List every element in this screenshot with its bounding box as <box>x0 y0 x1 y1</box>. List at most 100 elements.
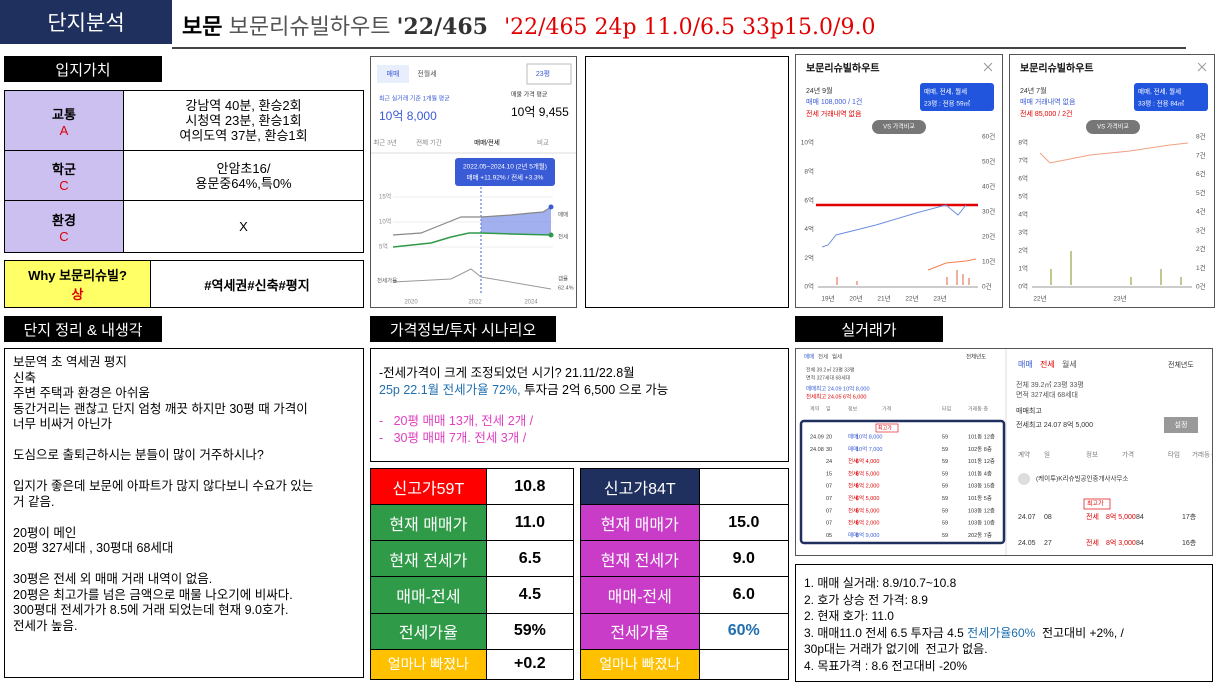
agent: (케이투)K리슈빌공인중개사사무소 <box>1036 474 1128 483</box>
location-table: 교통 A 강남역 40분, 환승2회 시청역 23분, 환승1회 여의도역 37분, 환… <box>4 90 364 253</box>
trade-cell: 24.09 <box>810 434 824 440</box>
x-tick-label: 19년 <box>821 294 834 303</box>
why-label: Why 보문리슈빌? <box>28 268 127 283</box>
period-tab: 매매/전세 <box>474 138 500 147</box>
trade-chart-screenshot: 보문리슈빌하우트 24년 7월 매매 거래내역 없음 전세 85,000 / 2건 매매… <box>1009 54 1215 308</box>
trade-cell: 07 <box>826 484 832 490</box>
text-part: 25p 22.1월 전세가율 72%, <box>379 383 521 397</box>
ratio-line <box>392 268 552 290</box>
y-tick-label: 6억 <box>804 196 814 204</box>
tooltip-line: 2022.05~2024.10 (2년 5개월) <box>463 162 547 171</box>
filter-text: 매매, 전세, 월세 <box>924 87 967 96</box>
text-part: -전세가격이 크게 조정되었던 시기? 21.11/22.8월 <box>379 366 635 380</box>
blank-panel <box>585 56 789 308</box>
trade-cell: 103동 15층 <box>968 482 995 490</box>
trade-cell: 08 <box>1044 514 1052 521</box>
text-line: - 30평 매매 7개. 전세 3개 / <box>379 430 780 447</box>
date: 24년 9월 <box>806 86 833 95</box>
price-value: 15.0 <box>698 504 790 542</box>
location-label: 교통 <box>52 106 76 122</box>
price-value: 59% <box>485 612 575 650</box>
y-tick-label: 5억 <box>1018 193 1028 201</box>
y2-tick-label: 7건 <box>1196 150 1206 159</box>
y-tick-label: 2억 <box>804 254 814 262</box>
trade-cell: 8억 5,000 <box>1106 513 1136 521</box>
summary-paragraph: 입지가 좋은데 보문에 아파트가 많지 않다보니 수요가 있는 거 같음. <box>13 479 355 510</box>
location-label: 환경 <box>52 212 76 228</box>
y2-tick-label: 1건 <box>1196 263 1206 272</box>
price-table: 신고가84T 현재 매매가 15.0 현재 전세가 9.0 매매-전세 6.0 전세가율 60%… <box>580 467 790 681</box>
column-header: 정보 <box>1086 450 1098 459</box>
location-line: 안암초16/ <box>216 160 271 176</box>
chart-title: 보문리슈빌하우트 <box>1020 62 1094 75</box>
title-rule <box>172 47 1186 49</box>
trade-cell: 전세 <box>848 457 858 465</box>
location-line: 여의도역 37분, 환승1회 <box>179 128 308 143</box>
location-row: 학군 C 안암초16/용문중64%,특0% <box>4 150 364 201</box>
trade-cell: 전세 <box>848 506 858 514</box>
filter-bg <box>1134 83 1208 111</box>
trade-cell: 59 <box>942 459 948 465</box>
column-header: 정보 <box>848 405 858 412</box>
summary-line: 20평은 최고가를 넘은 금액으로 매물 나오기에 비싸다. <box>13 587 293 602</box>
summary-line: 보문역 초 역세권 평지 <box>13 355 127 369</box>
trade-cell: 07 <box>826 521 832 527</box>
trade-cell: 매매 <box>848 432 858 440</box>
text-part: 30p대는 거래가 없기에 전고가 없음. <box>804 642 988 656</box>
location-detail-cell: 안암초16/용문중64%,특0% <box>123 150 364 201</box>
tab: 월세 <box>1062 359 1077 369</box>
text-line: 1. 매매 실거래: 8.9/10.7~10.8 <box>804 575 1204 592</box>
info: 면적 327세대 68세대 <box>806 374 851 381</box>
tooltip-line: 매매 +11.92% / 전세 +3.3% <box>467 173 544 182</box>
trade-cell: 103동 12층 <box>968 506 995 514</box>
why-row: Why 보문리슈빌? 상 #역세권#신축#평지 <box>4 260 364 308</box>
point <box>548 204 554 210</box>
y-tick-label: 5억 <box>379 243 388 251</box>
title-complex: 보문리슈빌하우트 <box>228 14 391 39</box>
trade-cell: 6억 4,000 <box>856 457 879 465</box>
text-line: 3. 매매11.0 전세 6.5 투자금 4.5 전세가율60% 전고대비 +2… <box>804 625 1204 642</box>
trade-cell: 6억 2,000 <box>856 519 879 527</box>
section-label: 실거래가 <box>795 316 943 342</box>
trade-cell: 59 <box>942 447 948 453</box>
trade-cell: 24 <box>826 459 832 465</box>
x-tick-label: 21년 <box>877 294 890 303</box>
trade-list-screenshot: 매매 전세 월세 전체년도 전체 39.2㎡ 23평 33평 면적 327세대 68세대 매… <box>795 348 1213 556</box>
y-tick-label: 15억 <box>379 193 391 201</box>
trade-cell: 59 <box>942 434 948 440</box>
date: 24년 7월 <box>1020 86 1047 95</box>
summary-line: 전세 85,000 / 2건 <box>1020 109 1072 118</box>
period-tab: 최근 3년 <box>373 138 396 147</box>
trade-cell: 6억 5,000 <box>856 506 879 514</box>
y2-tick-label: 20건 <box>982 232 995 241</box>
location-line: 강남역 40분, 환승2회 <box>185 98 302 113</box>
price-header: 신고가84T <box>580 467 700 506</box>
sale-line <box>821 204 967 248</box>
text-part: 투자금 2억 6,500 으로 가능 <box>520 383 669 397</box>
y2-tick-label: 0건 <box>982 282 992 291</box>
highlight-frame <box>799 419 1006 545</box>
column-header: 타입 <box>942 405 951 412</box>
price-header: 신고가59T <box>370 467 487 506</box>
x-tick-label: 22년 <box>905 294 918 303</box>
price-value: 4.5 <box>485 576 575 614</box>
y2-tick-label: 5건 <box>1196 188 1206 197</box>
point <box>548 232 554 238</box>
location-label-cell: 교통 A <box>4 90 124 151</box>
price-row: 현재 매매가 15.0 <box>580 504 790 542</box>
y-tick-label: 10억 <box>801 139 814 147</box>
trade-cell: 전세 <box>848 482 858 490</box>
location-grade: C <box>59 228 69 244</box>
summary-line: 20평이 메인 <box>13 525 77 540</box>
summary-line: 매매 거래내역 없음 <box>1020 97 1076 106</box>
button: 설정 <box>1175 420 1188 429</box>
y-tick-label: 8억 <box>804 168 814 176</box>
location-row: 교통 A 강남역 40분, 환승2회 시청역 23분, 환승1회 여의도역 37분, 환… <box>4 90 364 151</box>
x-tick-label: 2022 <box>468 300 482 306</box>
price-value: 6.0 <box>698 576 790 614</box>
section-label: 가격정보/투자 시나리오 <box>370 316 556 342</box>
summary-paragraph: 20평이 메인 20평 327세대 , 30평대 68세대 <box>13 526 355 557</box>
summary-box: 보문역 초 역세권 평지 신축 주변 주택과 환경은 아쉬움 동간거리는 괜찮고 단지… <box>4 348 364 678</box>
